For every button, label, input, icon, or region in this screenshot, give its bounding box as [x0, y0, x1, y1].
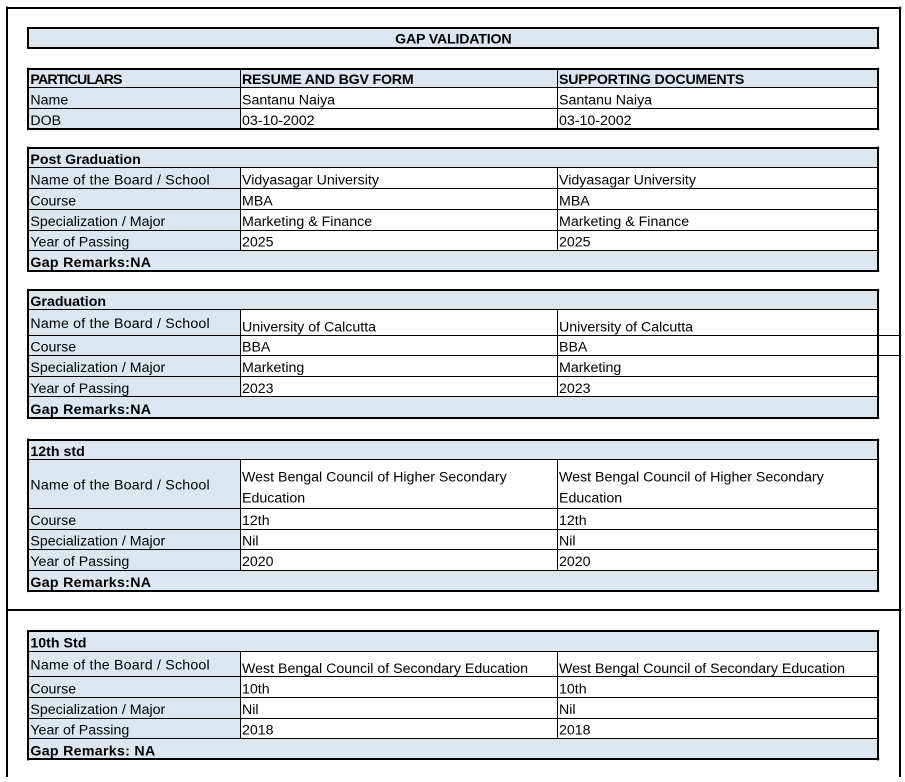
svg-text:GAP VALIDATION: GAP VALIDATION — [395, 32, 511, 48]
svg-text:Marketing: Marketing — [559, 360, 621, 376]
svg-text:2025: 2025 — [559, 235, 591, 251]
svg-text:Name of the Board / School: Name of the Board / School — [30, 658, 210, 674]
svg-text:Santanu Naiya: Santanu Naiya — [242, 93, 335, 109]
svg-text:Year of Passing: Year of Passing — [30, 554, 129, 570]
svg-text:PARTICULARS: PARTICULARS — [30, 72, 122, 88]
svg-text:Nil: Nil — [559, 702, 576, 718]
svg-text:Specialization / Major: Specialization / Major — [30, 533, 165, 549]
svg-text:Year of Passing: Year of Passing — [30, 381, 129, 397]
svg-text:West Bengal Council of Higher: West Bengal Council of Higher Secondary — [559, 469, 825, 485]
svg-text:Marketing & Finance: Marketing & Finance — [559, 214, 689, 230]
svg-text:Name: Name — [30, 93, 68, 109]
svg-text:Name of the Board / School: Name of the Board / School — [30, 477, 210, 493]
svg-text:RESUME AND BGV FORM: RESUME AND BGV FORM — [242, 72, 413, 88]
svg-text:Nil: Nil — [242, 702, 259, 718]
svg-text:12th: 12th — [242, 513, 270, 529]
svg-text:Education: Education — [242, 491, 305, 507]
svg-text:10th: 10th — [559, 682, 587, 698]
svg-text:03-10-2002: 03-10-2002 — [559, 113, 632, 129]
svg-text:MBA: MBA — [559, 193, 590, 209]
svg-text:BBA: BBA — [242, 340, 271, 356]
svg-text:12th: 12th — [559, 513, 587, 529]
svg-text:West Bengal Council of Higher: West Bengal Council of Higher Secondary — [242, 469, 508, 485]
svg-text:West Bengal Council of Seconda: West Bengal Council of Secondary Educati… — [242, 661, 528, 677]
svg-text:Vidyasagar University: Vidyasagar University — [559, 173, 697, 189]
svg-text:Name of the Board / School: Name of the Board / School — [30, 316, 210, 332]
svg-text:2020: 2020 — [242, 554, 274, 570]
svg-text:Name of the Board / School: Name of the Board / School — [30, 173, 210, 189]
svg-text:Gap Remarks:NA: Gap Remarks:NA — [30, 575, 151, 591]
svg-text:SUPPORTING DOCUMENTS: SUPPORTING DOCUMENTS — [559, 72, 744, 88]
svg-text:Course: Course — [30, 340, 76, 356]
svg-text:Marketing & Finance: Marketing & Finance — [242, 214, 372, 230]
svg-text:10th Std: 10th Std — [30, 636, 86, 652]
svg-text:University of Calcutta: University of Calcutta — [242, 320, 376, 336]
svg-text:BBA: BBA — [559, 340, 588, 356]
svg-text:2025: 2025 — [242, 235, 274, 251]
svg-text:2023: 2023 — [242, 381, 274, 397]
svg-text:Santanu Naiya: Santanu Naiya — [559, 93, 652, 109]
svg-text:Course: Course — [30, 682, 76, 698]
svg-text:Course: Course — [30, 513, 76, 529]
svg-text:Education: Education — [559, 491, 622, 507]
svg-text:Post Graduation: Post Graduation — [30, 152, 140, 168]
svg-text:DOB: DOB — [30, 113, 61, 129]
svg-text:Vidyasagar University: Vidyasagar University — [242, 173, 380, 189]
svg-text:2023: 2023 — [559, 381, 591, 397]
svg-text:10th: 10th — [242, 682, 270, 698]
svg-text:Specialization / Major: Specialization / Major — [30, 702, 165, 718]
svg-text:Nil: Nil — [559, 533, 576, 549]
svg-text:Graduation: Graduation — [30, 294, 106, 310]
svg-text:Gap Remarks: NA: Gap Remarks: NA — [30, 743, 155, 759]
svg-text:Gap Remarks:NA: Gap Remarks:NA — [30, 255, 151, 271]
svg-text:Year of Passing: Year of Passing — [30, 235, 129, 251]
svg-text:2018: 2018 — [242, 723, 274, 739]
svg-text:Specialization / Major: Specialization / Major — [30, 214, 165, 230]
svg-text:Course: Course — [30, 193, 76, 209]
svg-text:2020: 2020 — [559, 554, 591, 570]
svg-text:Year of Passing: Year of Passing — [30, 723, 129, 739]
svg-text:West Bengal Council of Seconda: West Bengal Council of Secondary Educati… — [559, 661, 845, 677]
svg-text:Specialization / Major: Specialization / Major — [30, 360, 165, 376]
svg-text:2018: 2018 — [559, 723, 591, 739]
svg-text:University of Calcutta: University of Calcutta — [559, 320, 693, 336]
svg-text:03-10-2002: 03-10-2002 — [242, 113, 315, 129]
svg-text:Marketing: Marketing — [242, 360, 304, 376]
svg-text:MBA: MBA — [242, 193, 273, 209]
svg-text:Gap Remarks:NA: Gap Remarks:NA — [30, 402, 151, 418]
svg-text:Nil: Nil — [242, 533, 259, 549]
svg-text:12th std: 12th std — [30, 444, 84, 460]
